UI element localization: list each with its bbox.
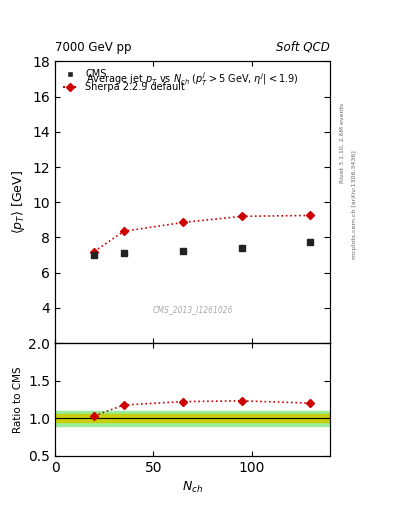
Text: CMS_2013_I1261026: CMS_2013_I1261026 (152, 305, 233, 314)
Text: 7000 GeV pp: 7000 GeV pp (55, 41, 132, 54)
Text: Soft QCD: Soft QCD (276, 41, 330, 54)
Text: Rivet 3.1.10, 2.6M events: Rivet 3.1.10, 2.6M events (340, 103, 345, 183)
Legend: CMS, Sherpa 2.2.9 default: CMS, Sherpa 2.2.9 default (60, 66, 188, 95)
Bar (55, 414, 330, 422)
Y-axis label: $\langle p_T \rangle$ [GeV]: $\langle p_T \rangle$ [GeV] (10, 170, 27, 234)
Y-axis label: Ratio to CMS: Ratio to CMS (13, 366, 23, 433)
X-axis label: $N_{ch}$: $N_{ch}$ (182, 480, 203, 495)
Text: Average jet $p_T$ vs $N_{ch}$ ($p^j_T$$>$5 GeV, $\eta^j|<$1.9): Average jet $p_T$ vs $N_{ch}$ ($p^j_T$$>… (86, 70, 299, 88)
Bar (55, 411, 330, 425)
Text: mcplots.cern.ch [arXiv:1306.3436]: mcplots.cern.ch [arXiv:1306.3436] (352, 151, 357, 259)
